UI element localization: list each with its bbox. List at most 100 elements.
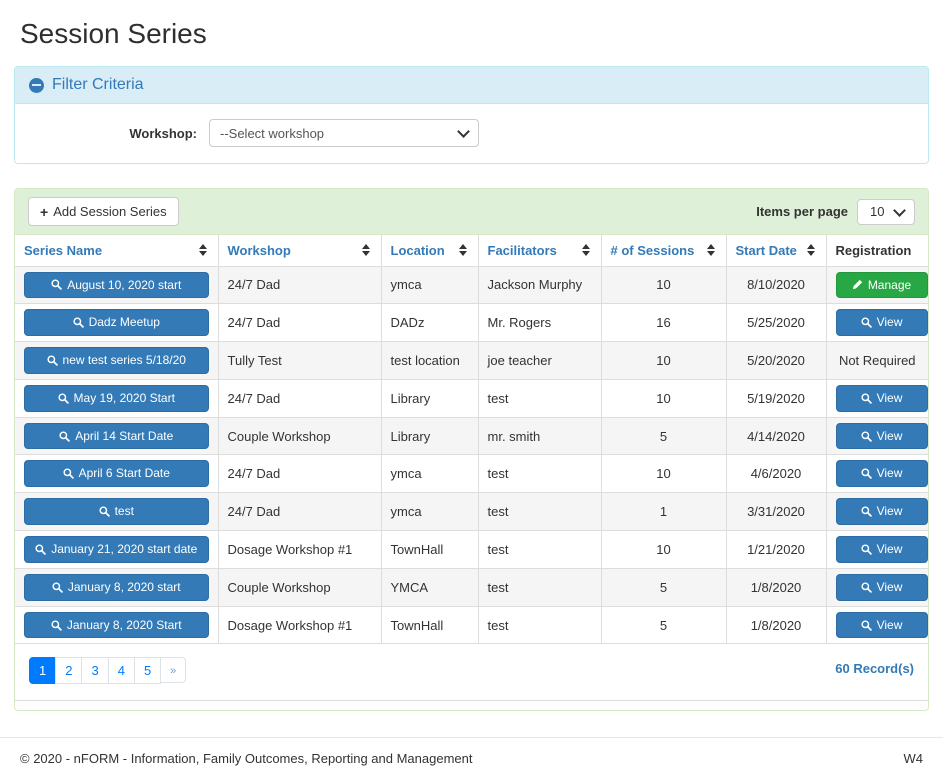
sort-icon[interactable] bbox=[360, 242, 372, 258]
sort-desc-arrow bbox=[361, 251, 370, 257]
table-toolbar: + Add Session Series Items per page 10 bbox=[15, 189, 928, 235]
series-name-cell: January 21, 2020 start date bbox=[15, 530, 219, 569]
table-row: new test series 5/18/20 Tully Test test lo… bbox=[15, 341, 928, 380]
registration-not-required-text: Not Required bbox=[838, 352, 916, 368]
page-title: Session Series bbox=[20, 18, 207, 49]
sessions-cell: 10 bbox=[601, 265, 727, 304]
column-header-workshop[interactable]: Workshop bbox=[218, 235, 382, 267]
registration-view-button[interactable]: View bbox=[835, 384, 928, 412]
series-name-label: January 8, 2020 Start bbox=[66, 617, 182, 632]
workshop-cell: 24/7 Dad bbox=[218, 378, 382, 418]
start-date-cell: 8/10/2020 bbox=[726, 265, 827, 304]
sort-desc-arrow bbox=[706, 251, 715, 257]
series-name-button[interactable]: Dadz Meetup bbox=[24, 309, 209, 337]
magnifier-icon bbox=[51, 279, 62, 291]
filter-panel-header[interactable]: Filter Criteria bbox=[15, 67, 928, 104]
registration-button-label: View bbox=[876, 504, 903, 519]
registration-button-label: View bbox=[876, 579, 903, 594]
series-name-button[interactable]: new test series 5/18/20 bbox=[24, 347, 209, 374]
series-name-cell: May 19, 2020 Start bbox=[15, 378, 219, 418]
magnifier-icon bbox=[861, 620, 872, 631]
registration-cell: View bbox=[826, 492, 928, 531]
table-row: Dadz Meetup 24/7 Dad DADz Mr. Rogers 16 5/25/… bbox=[15, 303, 928, 342]
magnifier-icon bbox=[46, 355, 58, 366]
location-cell: ymca bbox=[381, 454, 479, 493]
pagination: 1 2 3 4 5» bbox=[29, 657, 187, 685]
sort-icon[interactable] bbox=[457, 242, 469, 258]
start-date-cell: 5/25/2020 bbox=[726, 303, 827, 342]
sort-icon[interactable] bbox=[580, 242, 592, 258]
series-name-button[interactable]: January 21, 2020 start date bbox=[24, 536, 209, 563]
location-cell: DADz bbox=[381, 303, 479, 342]
sessions-cell: 10 bbox=[601, 341, 727, 380]
column-header-series-name[interactable]: Series Name bbox=[15, 235, 219, 267]
workshop-cell: 24/7 Dad bbox=[218, 265, 382, 304]
series-name-button[interactable]: May 19, 2020 Start bbox=[24, 384, 209, 412]
registration-button-label: View bbox=[876, 542, 903, 557]
sort-desc-arrow bbox=[458, 251, 467, 257]
workshop-cell: Dosage Workshop #1 bbox=[218, 530, 382, 569]
registration-view-button[interactable]: View bbox=[835, 460, 928, 488]
column-header-start-date[interactable]: Start Date bbox=[726, 235, 827, 267]
registration-view-button[interactable]: View bbox=[835, 536, 928, 563]
add-session-series-button[interactable]: + Add Session Series bbox=[28, 197, 179, 226]
column-header-facilitators[interactable]: Facilitators bbox=[478, 235, 602, 267]
start-date-cell: 4/6/2020 bbox=[726, 454, 827, 493]
column-header-of-sessions[interactable]: # of Sessions bbox=[601, 235, 727, 267]
sort-icon[interactable] bbox=[805, 242, 817, 258]
sort-icon[interactable] bbox=[197, 242, 209, 258]
series-name-cell: April 14 Start Date bbox=[15, 416, 219, 455]
page-2-link[interactable]: 2 bbox=[55, 657, 83, 685]
filter-panel-title: Filter Criteria bbox=[52, 76, 144, 93]
series-name-label: January 8, 2020 start bbox=[67, 579, 181, 594]
items-per-page-select[interactable]: 10 bbox=[857, 198, 915, 225]
workshop-select[interactable]: --Select workshop bbox=[209, 119, 479, 147]
registration-view-button[interactable]: View bbox=[835, 611, 928, 639]
page-1-link[interactable]: 1 bbox=[29, 657, 57, 685]
page-4-link[interactable]: 4 bbox=[107, 657, 135, 685]
registration-view-button[interactable]: View bbox=[835, 498, 928, 526]
series-name-button[interactable]: January 8, 2020 Start bbox=[24, 611, 209, 639]
pagination-item: 2 bbox=[55, 657, 83, 685]
series-name-button[interactable]: August 10, 2020 start bbox=[24, 271, 209, 299]
magnifier-icon bbox=[59, 431, 70, 442]
facilitators-cell: mr. smith bbox=[478, 416, 602, 455]
series-name-button[interactable]: April 14 Start Date bbox=[24, 422, 209, 450]
facilitators-cell: test bbox=[478, 378, 602, 418]
column-label: Registration bbox=[835, 242, 912, 258]
sort-icon[interactable] bbox=[705, 242, 717, 258]
magnifier-icon bbox=[63, 468, 74, 480]
page-3-link[interactable]: 3 bbox=[81, 657, 109, 685]
pagination-item: 3 bbox=[81, 657, 109, 685]
table-row: January 8, 2020 start Couple Workshop YMCA… bbox=[15, 567, 928, 607]
table-row: April 6 Start Date 24/7 Dad ymca test 10 4/6/… bbox=[15, 454, 928, 493]
facilitators-cell: Jackson Murphy bbox=[478, 265, 602, 304]
sort-asc-arrow bbox=[806, 244, 815, 250]
registration-view-button[interactable]: View bbox=[835, 573, 928, 601]
page-5-link[interactable]: 5 bbox=[133, 657, 162, 685]
collapse-minus-icon[interactable] bbox=[29, 77, 44, 93]
workshop-cell: Tully Test bbox=[218, 341, 382, 380]
next-page-link[interactable]: » bbox=[160, 657, 187, 684]
start-date-cell: 5/19/2020 bbox=[726, 378, 827, 418]
registration-manage-button[interactable]: Manage bbox=[835, 271, 928, 299]
panel-footer bbox=[15, 700, 928, 711]
location-cell: Library bbox=[381, 416, 479, 455]
location-cell: YMCA bbox=[381, 567, 479, 607]
series-name-button[interactable]: January 8, 2020 start bbox=[24, 573, 209, 601]
table-row: January 8, 2020 Start Dosage Workshop #1 T… bbox=[15, 605, 928, 645]
footer-copyright: © 2020 - nFORM - Information, Family Out… bbox=[20, 751, 473, 767]
registration-cell: Manage bbox=[826, 265, 928, 304]
registration-view-button[interactable]: View bbox=[835, 309, 928, 337]
column-header-location[interactable]: Location bbox=[381, 235, 479, 267]
registration-view-button[interactable]: View bbox=[835, 422, 928, 450]
magnifier-icon bbox=[861, 544, 872, 555]
series-name-button[interactable]: test bbox=[24, 498, 209, 526]
filter-panel-body: Workshop: --Select workshop bbox=[15, 104, 928, 163]
facilitators-cell: joe teacher bbox=[478, 341, 602, 380]
registration-button-label: Manage bbox=[867, 277, 912, 292]
pagination-item: 4 bbox=[107, 657, 135, 685]
series-name-button[interactable]: April 6 Start Date bbox=[24, 460, 209, 488]
sort-asc-arrow bbox=[458, 244, 467, 250]
pagination-item: 1 bbox=[29, 657, 57, 685]
